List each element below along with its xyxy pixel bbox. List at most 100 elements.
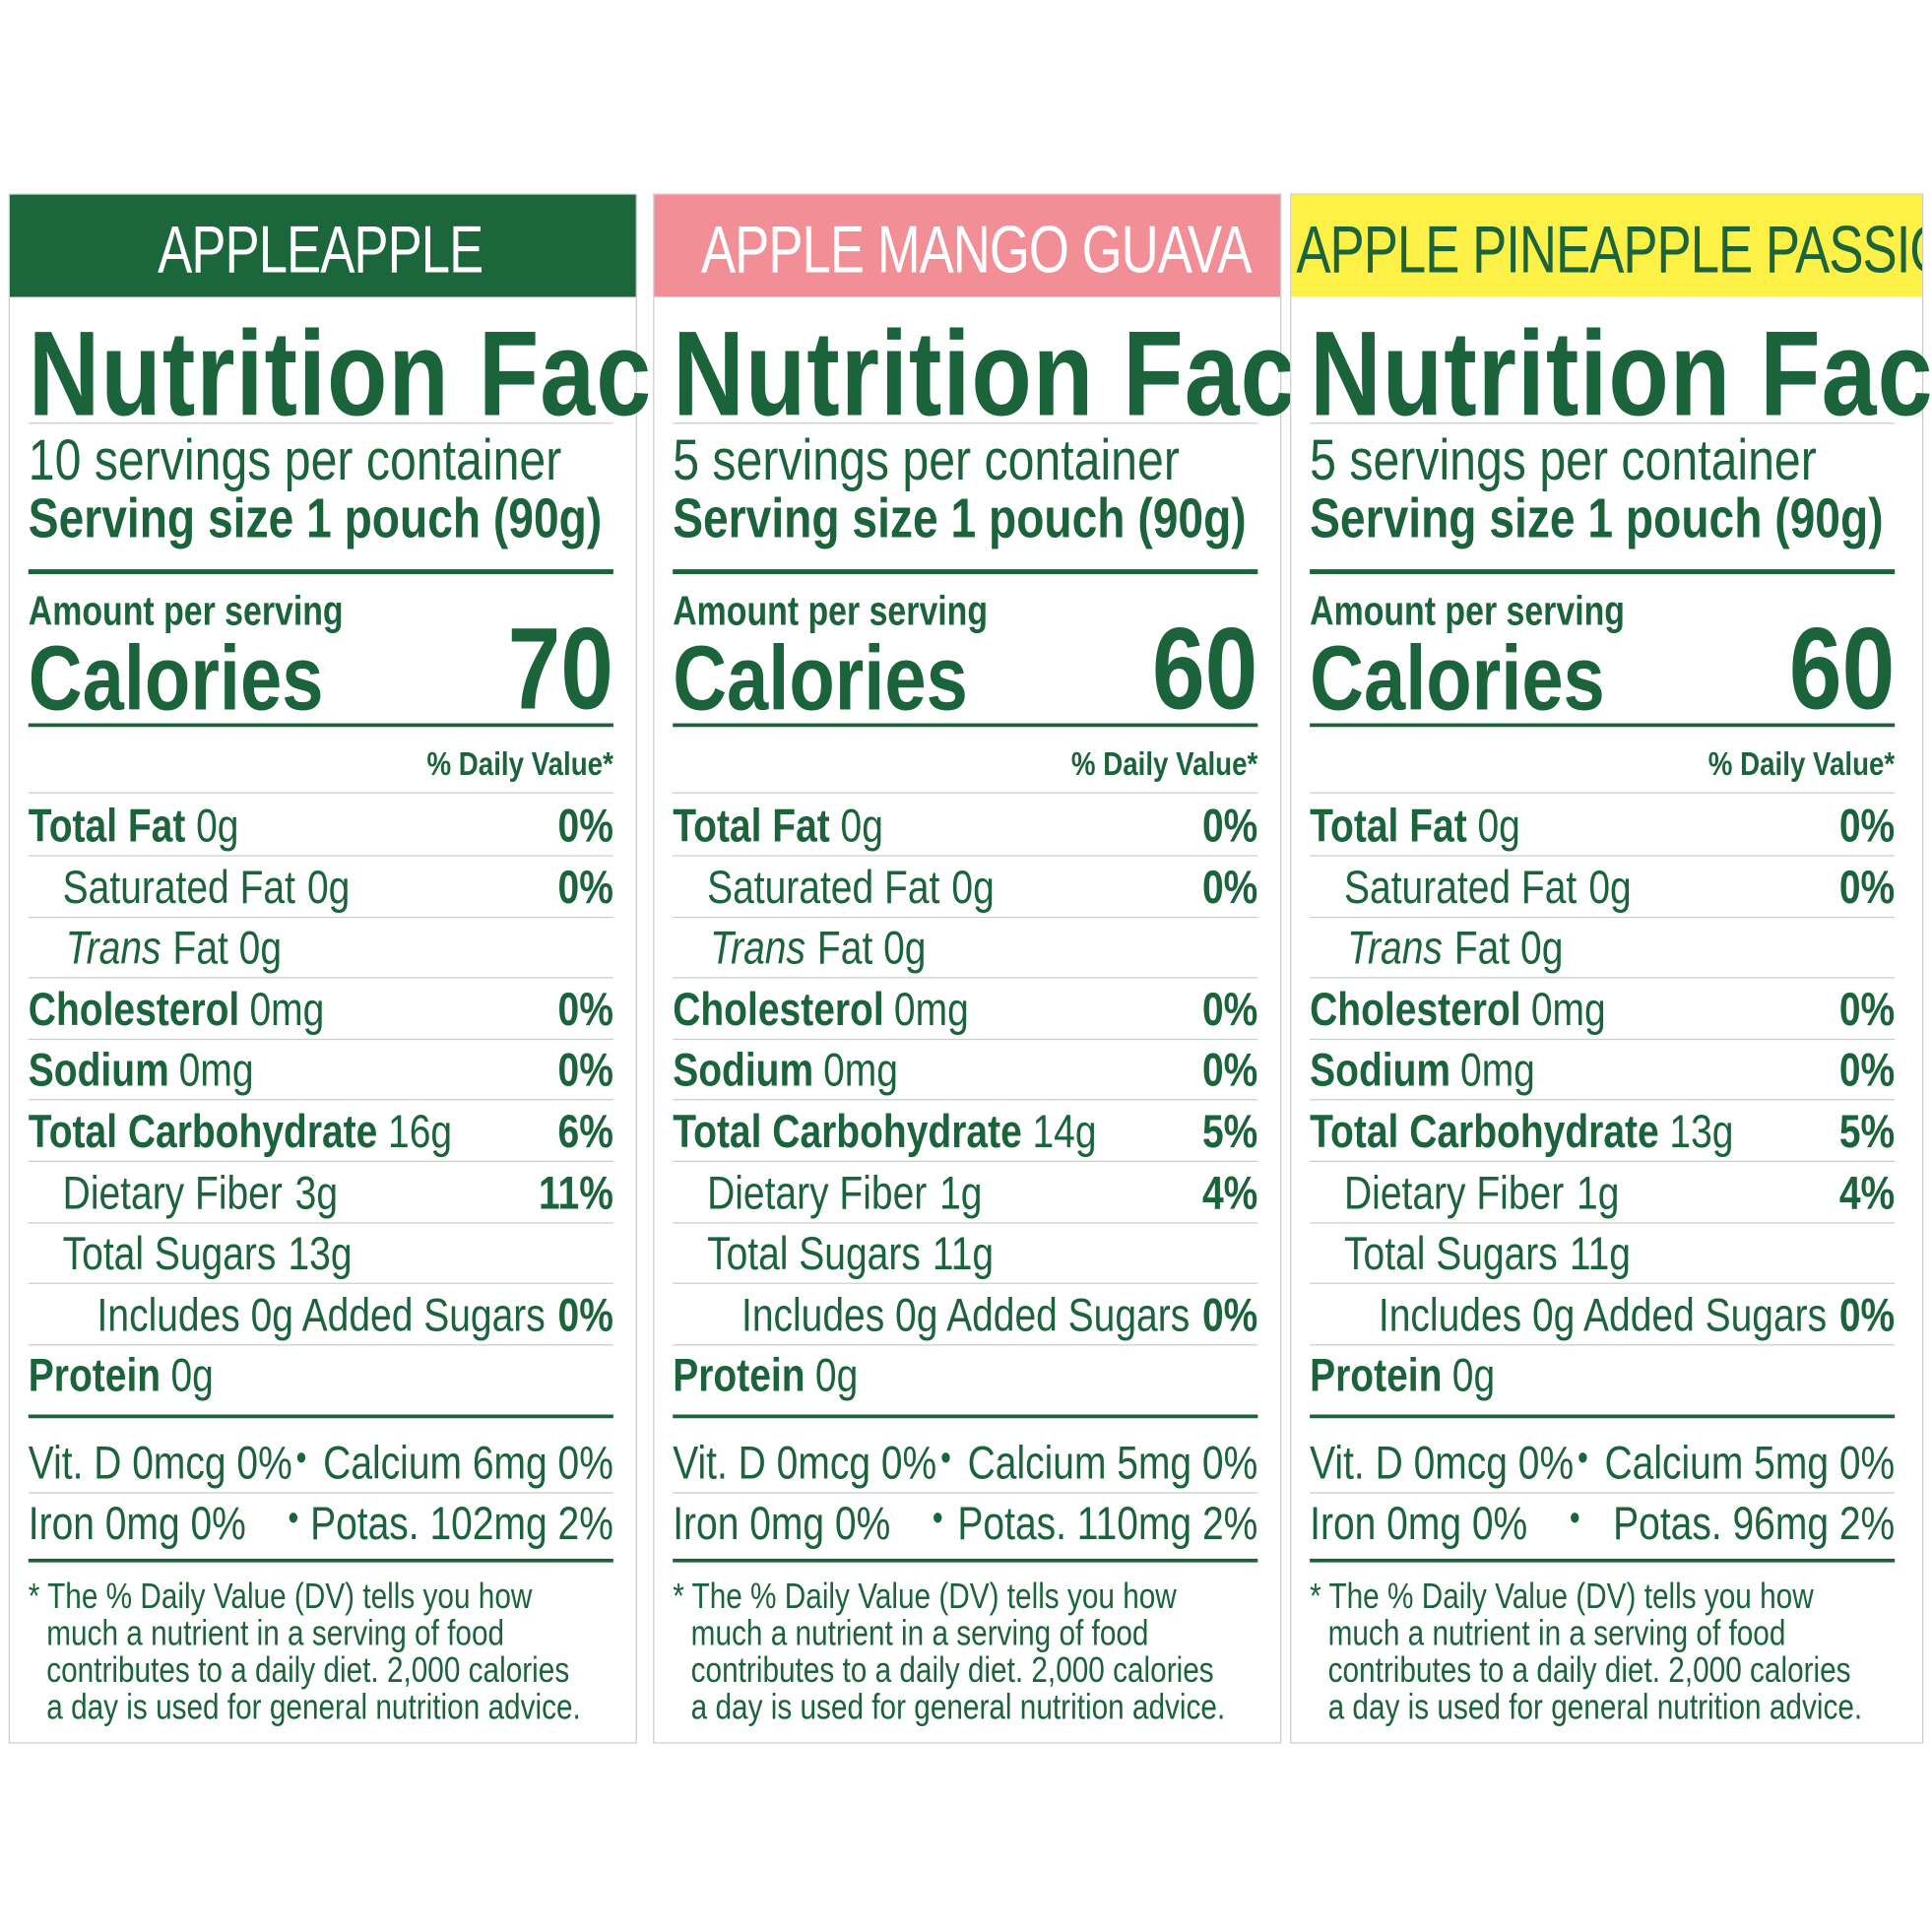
- bullet: •: [940, 1438, 951, 1479]
- nutrient-row: Total Sugars 11g: [1310, 1223, 1896, 1285]
- nutrient-row: Cholesterol 0mg 0%: [1310, 978, 1896, 1040]
- nutrient-amount: 16g: [388, 1106, 453, 1159]
- divider: [1310, 916, 1896, 918]
- nutrient-name: Total Fat: [673, 801, 830, 853]
- divider: [1310, 1492, 1896, 1494]
- nutrient-row: Includes 0g Added Sugars 0%: [673, 1284, 1258, 1346]
- nutrient-daily-value: 0%: [1838, 801, 1896, 853]
- nutrient-amount: 13g: [288, 1228, 353, 1281]
- divider: [673, 1343, 1258, 1346]
- divider: [28, 977, 613, 979]
- vitamin-d: Vit. D 0mcg 0%: [1310, 1438, 1575, 1490]
- calories-value: 60: [1788, 604, 1896, 734]
- divider: [673, 1221, 1258, 1224]
- nutrient-row: Trans Fat 0g: [1310, 917, 1896, 979]
- nutrient-daily-value: 0%: [1201, 801, 1258, 853]
- footnote-line: contributes to a daily diet. 2,000 calor…: [690, 1650, 1214, 1691]
- divider: [673, 422, 1258, 424]
- nutrition-panel: APPLEAPPLE Nutrition Facts 10 servings per…: [8, 193, 741, 1744]
- footnote: * The % Daily Value (DV) tells you how mu…: [673, 1578, 1257, 1726]
- nutrient-row: Dietary Fiber 1g 4%: [673, 1161, 1258, 1224]
- nutrient-daily-value: 0%: [1838, 1289, 1896, 1342]
- nutrient-name: Protein: [28, 1350, 161, 1403]
- nutrient-row: Cholesterol 0mg 0%: [28, 978, 613, 1040]
- nutrient-row: Total Carbohydrate 16g 6%: [28, 1100, 613, 1162]
- nutrient-amount: 13g: [1669, 1106, 1734, 1159]
- nutrient-amount: 0mg: [1530, 984, 1606, 1037]
- footnote-line: much a nutrient in a serving of food: [690, 1614, 1149, 1654]
- nutrient-name: Trans: [65, 923, 161, 976]
- nutrient-daily-value: 6%: [557, 1106, 613, 1159]
- nutrient-amount: 0g: [196, 801, 239, 853]
- thick-divider: [28, 1558, 613, 1563]
- label-title: Nutrition Facts: [28, 305, 742, 441]
- divider: [28, 1160, 613, 1162]
- nutrient-name: Dietary Fiber: [62, 1167, 283, 1220]
- divider: [28, 1221, 613, 1224]
- divider: [1310, 1099, 1896, 1101]
- nutrient-name: Saturated Fat: [707, 862, 940, 914]
- serving-size: Serving size 1 pouch (90g): [28, 486, 603, 550]
- nutrient-daily-value: 0%: [1201, 1045, 1258, 1098]
- nutrient-row: Saturated Fat 0g 0%: [28, 856, 613, 918]
- nutrient-amount: 14g: [1032, 1106, 1097, 1159]
- nutrient-daily-value: 0%: [1201, 1289, 1258, 1342]
- nutrient-amount: 0mg: [893, 984, 969, 1037]
- nutrient-daily-value: 4%: [1201, 1167, 1258, 1220]
- nutrient-name: Total Carbohydrate: [1310, 1106, 1659, 1159]
- divider: [28, 1099, 613, 1101]
- footnote-line: much a nutrient in a serving of food: [46, 1614, 505, 1654]
- thick-divider: [1310, 1558, 1896, 1563]
- footnote-line: * The % Daily Value (DV) tells you how: [1310, 1577, 1814, 1617]
- thick-divider: [673, 1414, 1258, 1419]
- nutrient-name: Dietary Fiber: [1344, 1167, 1565, 1220]
- footnote-line: a day is used for general nutrition advi…: [46, 1688, 581, 1728]
- nutrient-amount: 1g: [1577, 1167, 1620, 1220]
- divider: [28, 916, 613, 918]
- nutrient-name: Total Fat: [28, 801, 186, 853]
- serving-size: Serving size 1 pouch (90g): [673, 486, 1247, 550]
- nutrient-row: Trans Fat 0g: [673, 917, 1258, 979]
- nutrient-amount: 0mg: [178, 1045, 254, 1098]
- calcium: Calcium 6mg 0%: [323, 1438, 613, 1490]
- footnote-line: contributes to a daily diet. 2,000 calor…: [46, 1650, 570, 1691]
- nutrient-amount: 11g: [1569, 1228, 1632, 1281]
- bullet: •: [932, 1498, 943, 1539]
- footnote-line: a day is used for general nutrition advi…: [1327, 1688, 1863, 1728]
- calories-divider: [673, 723, 1258, 728]
- nutrient-name: Includes 0g Added Sugars: [97, 1289, 546, 1342]
- nutrient-row: Protein 0g: [673, 1345, 1257, 1406]
- iron: Iron 0mg 0%: [673, 1498, 891, 1551]
- bullet: •: [288, 1498, 299, 1539]
- nutrient-row: Trans Fat 0g: [28, 917, 613, 979]
- nutrient-daily-value: 0%: [557, 1289, 613, 1342]
- nutrient-amount: Fat 0g: [172, 923, 283, 976]
- nutrient-amount: 0g: [1588, 862, 1632, 914]
- nutrient-row: Saturated Fat 0g 0%: [1310, 856, 1896, 918]
- nutrient-row: Includes 0g Added Sugars 0%: [28, 1284, 613, 1346]
- divider: [1310, 792, 1896, 794]
- divider: [28, 1282, 613, 1285]
- nutrient-amount: 3g: [294, 1167, 339, 1220]
- calories-label: Calories: [28, 626, 324, 730]
- nutrient-daily-value: 4%: [1838, 1167, 1896, 1220]
- nutrient-daily-value: 0%: [1838, 1045, 1896, 1098]
- nutrition-panel: APPLE PINEAPPLE PASSION FRUIT Nutrition F…: [1290, 193, 1932, 1744]
- nutrient-row: Total Carbohydrate 13g 5%: [1310, 1100, 1896, 1162]
- daily-value-header: % Daily Value*: [426, 745, 613, 783]
- divider: [673, 1038, 1258, 1040]
- flavor-header: APPLE PINEAPPLE PASSION FRUIT: [1291, 194, 1923, 297]
- nutrient-daily-value: 0%: [1838, 984, 1896, 1037]
- nutrient-name: Total Sugars: [1344, 1228, 1558, 1281]
- divider: [28, 855, 613, 857]
- nutrient-daily-value: 0%: [1201, 862, 1258, 914]
- servings-per-container: 5 servings per container: [1310, 425, 1817, 492]
- divider: [1310, 1282, 1896, 1285]
- divider: [28, 422, 613, 424]
- divider: [673, 1492, 1258, 1494]
- vitamin-d: Vit. D 0mcg 0%: [28, 1438, 292, 1490]
- nutrient-row: Sodium 0mg 0%: [28, 1039, 613, 1101]
- nutrient-row: Sodium 0mg 0%: [1310, 1039, 1896, 1101]
- nutrient-daily-value: 5%: [1838, 1106, 1896, 1159]
- nutrient-row: Total Sugars 11g: [673, 1223, 1258, 1285]
